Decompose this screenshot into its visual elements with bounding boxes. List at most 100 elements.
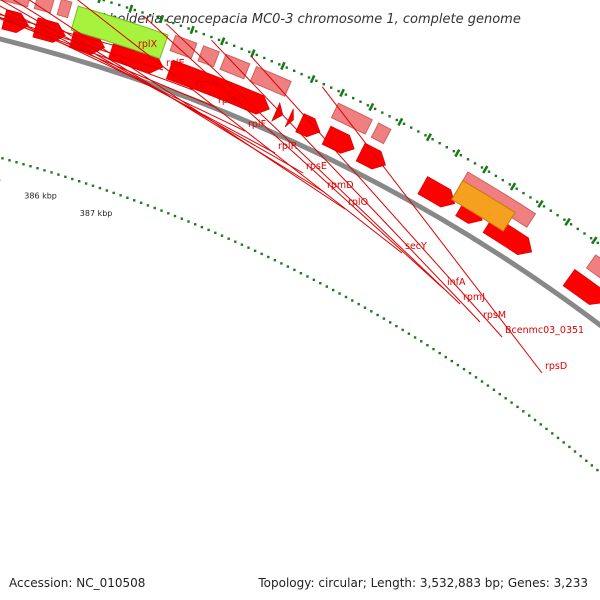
kbp-dot (568, 445, 571, 449)
gene-block (249, 66, 292, 97)
ruler-dot (293, 69, 296, 72)
ruler-major-tick (564, 217, 571, 226)
ruler-major-tick (397, 117, 404, 127)
ruler-dot (195, 30, 198, 33)
callout-line (321, 86, 543, 374)
kbp-dot (596, 468, 599, 472)
gene-label: Bcenmc03_0351 (505, 325, 584, 336)
kbp-dot (426, 344, 429, 347)
kbp-dot (516, 405, 519, 409)
kbp-dot (167, 212, 170, 215)
ruler-major-tick (280, 61, 286, 71)
kbp-dot (528, 414, 531, 417)
ruler-dot (473, 162, 477, 165)
kbp-dot (363, 306, 367, 309)
kbp-dot (456, 363, 460, 367)
gene-label: rpmJ (463, 292, 485, 303)
ruler-dot (102, 0, 105, 2)
ruler-dot (501, 178, 504, 182)
kbp-dot (413, 336, 417, 339)
gene-arrow (355, 142, 386, 170)
kbp-dot (22, 163, 25, 166)
ruler-major-tick (509, 182, 517, 191)
ruler-dot (225, 41, 228, 44)
ruler-dot (494, 174, 498, 178)
ruler-dot (217, 38, 221, 42)
ruler-dot (583, 232, 586, 235)
kbp-dot (389, 321, 392, 324)
ruler-dot (480, 166, 484, 169)
ruler-dot (125, 6, 129, 9)
kbp-dot (227, 237, 230, 240)
kbp-dot (338, 292, 341, 295)
ruler-dot (515, 187, 518, 190)
callout-line (0, 5, 276, 154)
gene-arrow (562, 268, 600, 305)
ruler-dot (529, 196, 532, 199)
gene-callouts: rplXrplErpsNrpsHrplFrplRrpsErpmDrplOsecY… (0, 0, 584, 374)
ruler-dot (459, 154, 463, 157)
ruler-dot (307, 76, 311, 79)
gene-arrow (271, 101, 284, 122)
kbp-dot (84, 182, 88, 185)
ruler-dot (466, 158, 470, 161)
kbp-dot (50, 171, 53, 174)
kbp-dot (253, 249, 257, 252)
ruler-dot (410, 126, 413, 129)
ruler-dot (240, 47, 243, 50)
ruler-major-tick (97, 0, 103, 4)
callout-line (28, 0, 346, 210)
kbp-dot (319, 282, 322, 285)
ruler-dot (187, 27, 190, 30)
backbone-arc (0, 36, 600, 329)
kbp-dot (1, 157, 4, 160)
kbp-dot (57, 173, 60, 176)
ruler-dot (576, 227, 579, 231)
kbp-dot (395, 324, 398, 328)
gene-arrow (165, 59, 270, 115)
ruler-dot (452, 150, 456, 153)
ruler-labels: 379 kbp380 kbp381 kbp382 kbp383 kbp384 k… (0, 175, 112, 218)
callout-line (0, 14, 136, 52)
kbp-dot (462, 367, 466, 371)
kbp-dot (382, 317, 386, 320)
callout-line (165, 23, 461, 305)
ruler-dot (141, 11, 144, 14)
ruler-dot (381, 111, 384, 114)
ruler-major-tick (425, 133, 432, 142)
gene-track (0, 0, 600, 305)
ruler-dot (373, 107, 377, 111)
kbp-dot (450, 359, 453, 363)
kbp-dot (36, 167, 39, 170)
kbp-dot (545, 427, 548, 431)
ruler-dot (255, 53, 258, 57)
kbp-dot (273, 259, 277, 262)
kbp-dot (480, 380, 484, 383)
callout-line (0, 18, 194, 91)
ruler-major-tick (159, 14, 165, 24)
kbp-dot (112, 191, 115, 195)
gene-arrow (295, 113, 321, 138)
ruler-dot (569, 223, 573, 226)
kbp-dot (510, 401, 513, 404)
ruler-dot (337, 89, 340, 93)
ruler-dot (179, 24, 183, 27)
ruler-dot (556, 214, 559, 217)
ruler-major-tick (339, 88, 345, 97)
ruler-dot (424, 134, 427, 137)
callout-line (76, 0, 403, 254)
kbp-dot (357, 302, 360, 306)
kbp-dot (332, 288, 335, 292)
ruler-dot (508, 183, 511, 186)
ruler-dot (344, 93, 348, 96)
kbp-dot (585, 459, 588, 462)
ruler-dot (315, 79, 318, 82)
ruler-dot (542, 205, 546, 208)
ruler-major-tick (309, 74, 316, 84)
ruler-major-tick (590, 236, 598, 245)
kbp-dot (286, 265, 290, 268)
kbp-dot (312, 278, 316, 281)
ruler-dot (596, 241, 599, 245)
kbp-dot (247, 246, 250, 249)
